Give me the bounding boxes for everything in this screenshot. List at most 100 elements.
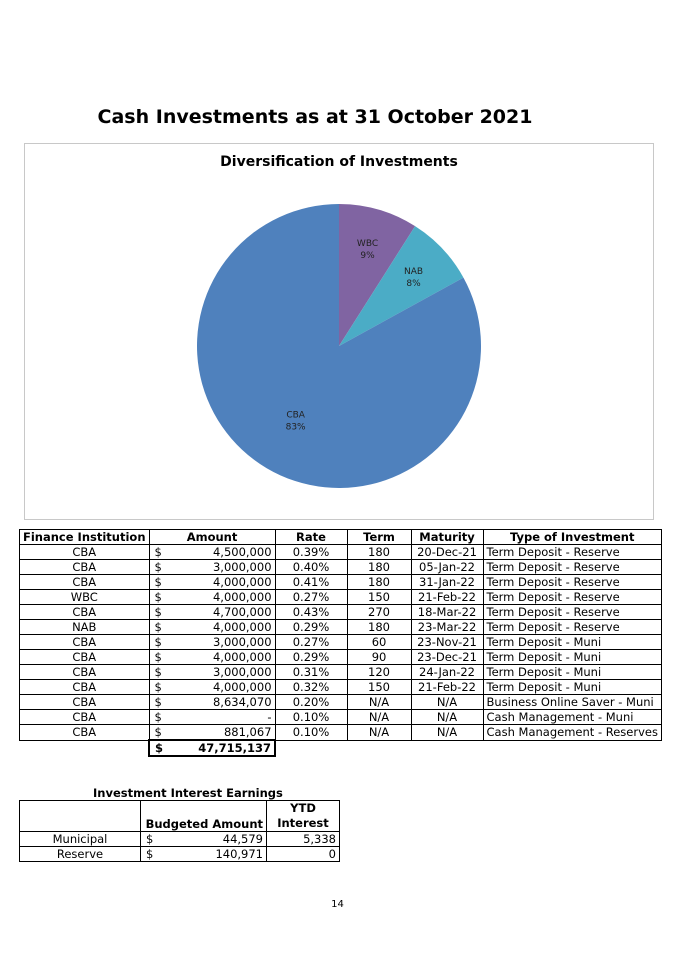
cell-rate: 0.31% xyxy=(274,664,348,680)
cell-institution: CBA xyxy=(19,709,150,725)
cell-currency: $ xyxy=(154,650,162,664)
cell-institution: CBA xyxy=(19,679,150,695)
earnings-header-budgeted: Budgeted Amount xyxy=(140,800,267,832)
cell-rate: 0.29% xyxy=(274,649,348,665)
cell-maturity: N/A xyxy=(410,694,484,710)
investment-row: CBA $4,000,000 0.32% 150 21-Feb-22 Term Depos… xyxy=(19,679,662,695)
earnings-currency: $ xyxy=(146,832,154,846)
cell-amount: $4,000,000 xyxy=(148,679,276,695)
cell-maturity: 23-Nov-21 xyxy=(410,634,484,650)
cell-rate: 0.39% xyxy=(274,544,348,560)
cell-rate: 0.27% xyxy=(274,634,348,650)
earnings-ytd: 0 xyxy=(266,846,340,862)
cell-currency: $ xyxy=(154,710,162,724)
cell-term: 150 xyxy=(346,589,412,605)
total-currency: $ xyxy=(155,741,164,755)
earnings-title: Investment Interest Earnings xyxy=(93,786,283,800)
total-amount: $ 47,715,137 xyxy=(148,739,277,757)
investment-row: CBA $3,000,000 0.31% 120 24-Jan-22 Term Depos… xyxy=(19,664,662,680)
cell-institution: CBA xyxy=(19,544,150,560)
cell-maturity: 31-Jan-22 xyxy=(410,574,484,590)
pie-slice-wbc xyxy=(339,204,416,346)
cell-maturity: 23-Mar-22 xyxy=(410,619,484,635)
earnings-ytd: 5,338 xyxy=(266,831,340,847)
cell-rate: 0.27% xyxy=(274,589,348,605)
cell-currency: $ xyxy=(154,575,162,589)
earnings-budgeted: $140,971 xyxy=(140,846,267,862)
cell-maturity: 20-Dec-21 xyxy=(410,544,484,560)
cell-rate: 0.20% xyxy=(274,694,348,710)
header-rate: Rate xyxy=(274,529,348,545)
cell-term: 180 xyxy=(346,619,412,635)
page-title: Cash Investments as at 31 October 2021 xyxy=(97,106,533,128)
cell-amount: $4,700,000 xyxy=(148,604,276,620)
cell-term: 180 xyxy=(346,559,412,575)
cell-amount-value: 4,000,000 xyxy=(212,590,272,604)
investment-row: CBA $8,634,070 0.20% N/A N/A Business Online … xyxy=(19,694,662,710)
cell-amount-value: 3,000,000 xyxy=(212,635,272,649)
earnings-label: Municipal xyxy=(19,831,141,847)
pie-chart: Diversification of Investments WBC 9% NAB 8… xyxy=(24,143,654,520)
cell-type: Term Deposit - Reserve xyxy=(482,619,662,635)
cell-maturity: 21-Feb-22 xyxy=(410,589,484,605)
slice-label-wbc: WBC xyxy=(357,239,378,249)
pie-chart-svg: WBC 9% NAB 8% CBA 83% xyxy=(196,204,481,488)
earnings-currency: $ xyxy=(146,847,154,861)
investment-row: CBA $4,500,000 0.39% 180 20-Dec-21 Term Depos… xyxy=(19,544,662,560)
cell-type: Term Deposit - Reserve xyxy=(482,604,662,620)
cell-amount: $4,000,000 xyxy=(148,589,276,605)
slice-label-cba: CBA xyxy=(286,410,305,420)
cell-type: Cash Management - Muni xyxy=(482,709,662,725)
investment-row: CBA $4,000,000 0.29% 90 23-Dec-21 Term Deposi… xyxy=(19,649,662,665)
investment-row: NAB $4,000,000 0.29% 180 23-Mar-22 Term Depos… xyxy=(19,619,662,635)
cell-rate: 0.32% xyxy=(274,679,348,695)
cell-type: Term Deposit - Reserve xyxy=(482,589,662,605)
cell-currency: $ xyxy=(154,725,162,739)
investment-row: WBC $4,000,000 0.27% 150 21-Feb-22 Term Depos… xyxy=(19,589,662,605)
cell-amount: $ - xyxy=(148,709,276,725)
header-maturity: Maturity xyxy=(410,529,484,545)
cell-amount: $881,067 xyxy=(148,724,276,741)
slice-percent-nab: 8% xyxy=(406,279,421,289)
cell-amount: $4,000,000 xyxy=(148,574,276,590)
cell-amount-value: 4,000,000 xyxy=(212,650,272,664)
cell-amount: $3,000,000 xyxy=(148,559,276,575)
cell-maturity: N/A xyxy=(410,709,484,725)
earnings-row: Municipal $44,579 5,338 xyxy=(19,831,340,847)
investment-row: CBA $4,700,000 0.43% 270 18-Mar-22 Term Depos… xyxy=(19,604,662,620)
cell-amount-value: 3,000,000 xyxy=(212,665,272,679)
cell-rate: 0.43% xyxy=(274,604,348,620)
earnings-table: Budgeted Amount YTD Interest Municipal $4… xyxy=(19,800,340,862)
cell-institution: CBA xyxy=(19,694,150,710)
slice-percent-wbc: 9% xyxy=(360,251,375,261)
investment-row: CBA $881,067 0.10% N/A N/A Cash Management - … xyxy=(19,724,662,741)
cell-amount: $8,634,070 xyxy=(148,694,276,710)
cell-currency: $ xyxy=(154,545,162,559)
cell-rate: 0.40% xyxy=(274,559,348,575)
page-number: 14 xyxy=(331,899,344,910)
slice-percent-cba: 83% xyxy=(286,422,306,432)
cell-rate: 0.29% xyxy=(274,619,348,635)
cell-type: Term Deposit - Muni xyxy=(482,634,662,650)
cell-amount-value: - xyxy=(267,710,272,724)
cell-type: Term Deposit - Muni xyxy=(482,679,662,695)
cell-amount: $4,000,000 xyxy=(148,619,276,635)
investment-row: CBA $3,000,000 0.40% 180 05-Jan-22 Term Depos… xyxy=(19,559,662,575)
cell-type: Cash Management - Reserves xyxy=(482,724,662,741)
cell-amount-value: 4,000,000 xyxy=(212,620,272,634)
cell-amount-value: 3,000,000 xyxy=(212,560,272,574)
pie-slice-cba xyxy=(196,204,481,488)
cell-institution: CBA xyxy=(19,604,150,620)
cell-term: N/A xyxy=(346,724,412,741)
header-amount: Amount xyxy=(148,529,276,545)
cell-rate: 0.10% xyxy=(274,709,348,725)
cell-currency: $ xyxy=(154,635,162,649)
cell-currency: $ xyxy=(154,665,162,679)
cell-amount-value: 4,500,000 xyxy=(212,545,272,559)
earnings-budgeted-value: 44,579 xyxy=(222,832,263,846)
earnings-budgeted-value: 140,971 xyxy=(215,847,263,861)
cell-type: Term Deposit - Reserve xyxy=(482,574,662,590)
cell-type: Term Deposit - Reserve xyxy=(482,544,662,560)
cell-amount: $3,000,000 xyxy=(148,634,276,650)
cell-institution: CBA xyxy=(19,559,150,575)
